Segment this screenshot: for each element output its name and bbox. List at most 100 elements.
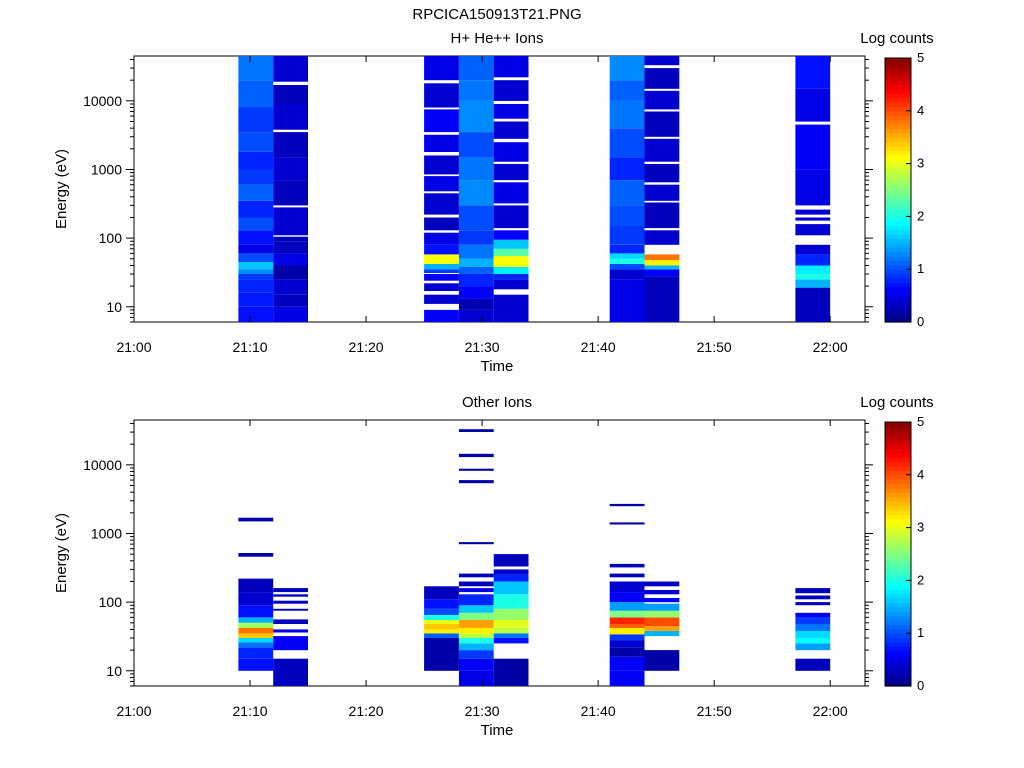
y-tick-label: 10 [106, 299, 122, 315]
spectrogram-cell [795, 638, 831, 644]
spectrogram-cell [424, 193, 459, 215]
colorbar-segment [885, 452, 911, 458]
spectrogram-cell [493, 255, 529, 267]
spectrogram-cell [424, 274, 459, 281]
colorbar-segment [885, 426, 911, 432]
spectrogram-cell [493, 574, 529, 582]
x-tick-label: 21:00 [116, 703, 151, 719]
spectrogram-cell [273, 636, 308, 644]
spectrogram-cell [609, 226, 645, 245]
colorbar-tick-label: 5 [917, 414, 924, 429]
y-tick-label: 100 [99, 594, 123, 610]
colorbar-segment [885, 510, 911, 515]
spectrogram-cell [238, 230, 274, 245]
colorbar-segment [885, 181, 911, 187]
spectrogram-cell [238, 217, 274, 231]
spectrogram-cell [493, 205, 529, 229]
colorbar-tick-label: 4 [917, 467, 924, 482]
colorbar-segment [885, 624, 911, 630]
colorbar-segment [885, 439, 911, 445]
colorbar-segment [885, 71, 911, 77]
panel-h-he-ions: H+ He++ Ions 21:00 21:10 21:20 21:30 21:40 21… [53, 30, 934, 375]
spectrogram-cell [458, 612, 494, 620]
spectrogram-cell [238, 261, 274, 270]
spectrogram-cell [795, 612, 831, 618]
spectrogram-cell [493, 638, 529, 644]
colorbar-segment [885, 492, 911, 498]
spectrogram-cell [273, 241, 308, 254]
spectrogram-cell [644, 111, 680, 137]
spectrogram-cell [424, 232, 459, 245]
spectrogram-cell [273, 253, 308, 266]
spectrogram-cell [609, 253, 645, 259]
spectrogram-cell [644, 269, 680, 277]
spectrogram-cell [273, 279, 308, 295]
colorbar-segment [885, 589, 911, 595]
colorbar-segment [885, 141, 911, 147]
colorbar-segment [885, 75, 911, 81]
spectrogram-cell [424, 599, 459, 609]
spectrogram-cell [273, 594, 308, 597]
colorbar-segment [885, 313, 911, 319]
colorbar-segment [885, 554, 911, 559]
y-axis-label: Energy (eV) [53, 149, 70, 229]
spectrogram-cell [273, 658, 308, 686]
colorbar-segment [885, 461, 911, 467]
colorbar-segment [885, 650, 911, 656]
colorbar-segment [885, 88, 911, 94]
spectrogram-cell [493, 239, 529, 249]
spectrogram-cell [238, 200, 274, 218]
colorbar-segment [885, 317, 911, 323]
colorbar-label: Log counts [860, 30, 933, 47]
colorbar-segment [885, 668, 911, 674]
colorbar-segment [885, 483, 911, 489]
spectrogram-cell [238, 578, 274, 593]
spectrogram-cell [424, 269, 459, 273]
colorbar-segment [885, 488, 911, 493]
spectrogram-cell [458, 180, 494, 206]
spectrogram-cell [424, 638, 459, 671]
x-tick-label: 21:30 [465, 339, 500, 355]
spectrogram-cell [644, 631, 680, 637]
spectrogram-cell [493, 274, 529, 280]
colorbar-segment [885, 611, 911, 617]
spectrogram-cell [609, 157, 645, 181]
spectrogram-cell [238, 638, 274, 643]
spectrogram-cell [493, 658, 529, 686]
colorbar-segment [885, 672, 911, 678]
spectrogram-cell [458, 581, 494, 587]
colorbar-segment [885, 58, 911, 63]
colorbar-segment [885, 168, 911, 173]
spectrogram-cell [238, 517, 274, 522]
colorbar-segment [885, 532, 911, 537]
spectrogram-cell [644, 617, 680, 626]
spectrogram-cell [644, 164, 680, 183]
colorbar-segment [885, 514, 911, 520]
colorbar-segment [885, 664, 911, 669]
colorbar-segment [885, 606, 911, 612]
spectrogram-cell [458, 429, 494, 432]
x-axis-label: Time [481, 722, 514, 739]
colorbar-segment [885, 66, 911, 72]
y-axis-label: Energy (eV) [53, 513, 70, 593]
colorbar-segment [885, 295, 911, 301]
spectrogram-cell [795, 224, 831, 236]
spectrogram-cell [795, 244, 831, 255]
spectrogram-cell [458, 230, 494, 245]
spectrogram-cells [238, 429, 831, 686]
spectrogram-cell [609, 592, 645, 603]
colorbar-segment [885, 163, 911, 169]
spectrogram-cell [238, 169, 274, 185]
y-tick-label: 10 [106, 663, 122, 679]
spectrogram-cell [238, 306, 274, 322]
spectrogram-cell [644, 202, 680, 229]
spectrogram-cell [458, 267, 494, 274]
spectrogram-cell [458, 157, 494, 181]
colorbar-segment [885, 264, 911, 270]
spectrogram-cell [609, 503, 645, 507]
spectrogram-cell [238, 617, 274, 623]
spectrogram-cell [795, 169, 831, 206]
spectrogram-cell [238, 605, 274, 618]
spectrogram-cell [458, 468, 494, 471]
spectrogram-cell [795, 265, 831, 274]
